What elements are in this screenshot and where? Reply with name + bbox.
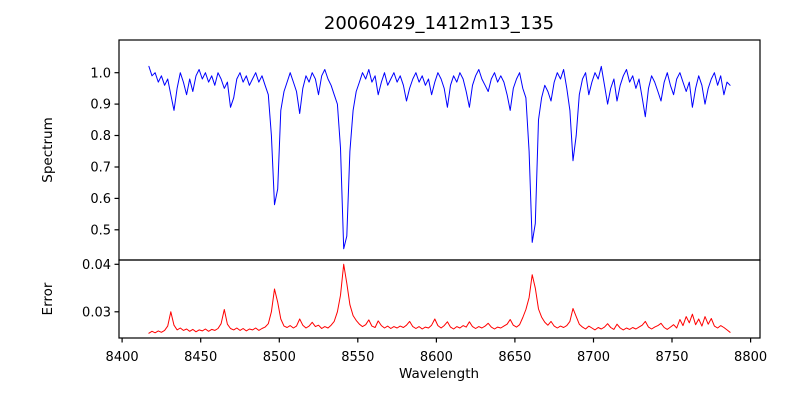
spectrum-line xyxy=(148,65,731,250)
y-tick-label: 0.03 xyxy=(82,305,111,320)
x-tick-label: 8450 xyxy=(184,350,217,365)
spectrum-y-axis-ticks: 0.5 0.6 0.7 0.8 0.9 1.0 xyxy=(90,66,119,238)
x-tick-label: 8700 xyxy=(577,350,610,365)
y-tick-label: 0.7 xyxy=(90,161,111,176)
y-tick-label: 0.9 xyxy=(90,98,111,113)
error-y-axis-label: Error xyxy=(40,282,56,315)
x-tick-label: 8500 xyxy=(263,350,296,365)
y-tick-label: 0.04 xyxy=(82,258,111,273)
chart-title: 20060429_1412m13_135 xyxy=(324,13,554,34)
spectrum-panel-frame xyxy=(118,39,761,261)
error-line xyxy=(148,263,731,334)
error-panel-frame xyxy=(118,259,761,339)
x-axis-label: Wavelength xyxy=(399,366,479,382)
x-axis-ticks: 8400 8450 8500 8550 8600 8650 8700 8750 8800 xyxy=(106,338,767,365)
y-tick-label: 1.0 xyxy=(90,66,111,81)
x-tick-label: 8400 xyxy=(106,350,139,365)
y-tick-label: 0.8 xyxy=(90,129,111,144)
x-tick-label: 8800 xyxy=(734,350,767,365)
spectrum-y-axis-label: Spectrum xyxy=(40,117,56,182)
x-tick-label: 8600 xyxy=(420,350,453,365)
error-y-axis-ticks: 0.03 0.04 xyxy=(82,258,119,320)
x-tick-label: 8550 xyxy=(341,350,374,365)
x-tick-label: 8750 xyxy=(655,350,688,365)
y-tick-label: 0.6 xyxy=(90,192,111,207)
y-tick-label: 0.5 xyxy=(90,223,111,238)
x-tick-label: 8650 xyxy=(498,350,531,365)
